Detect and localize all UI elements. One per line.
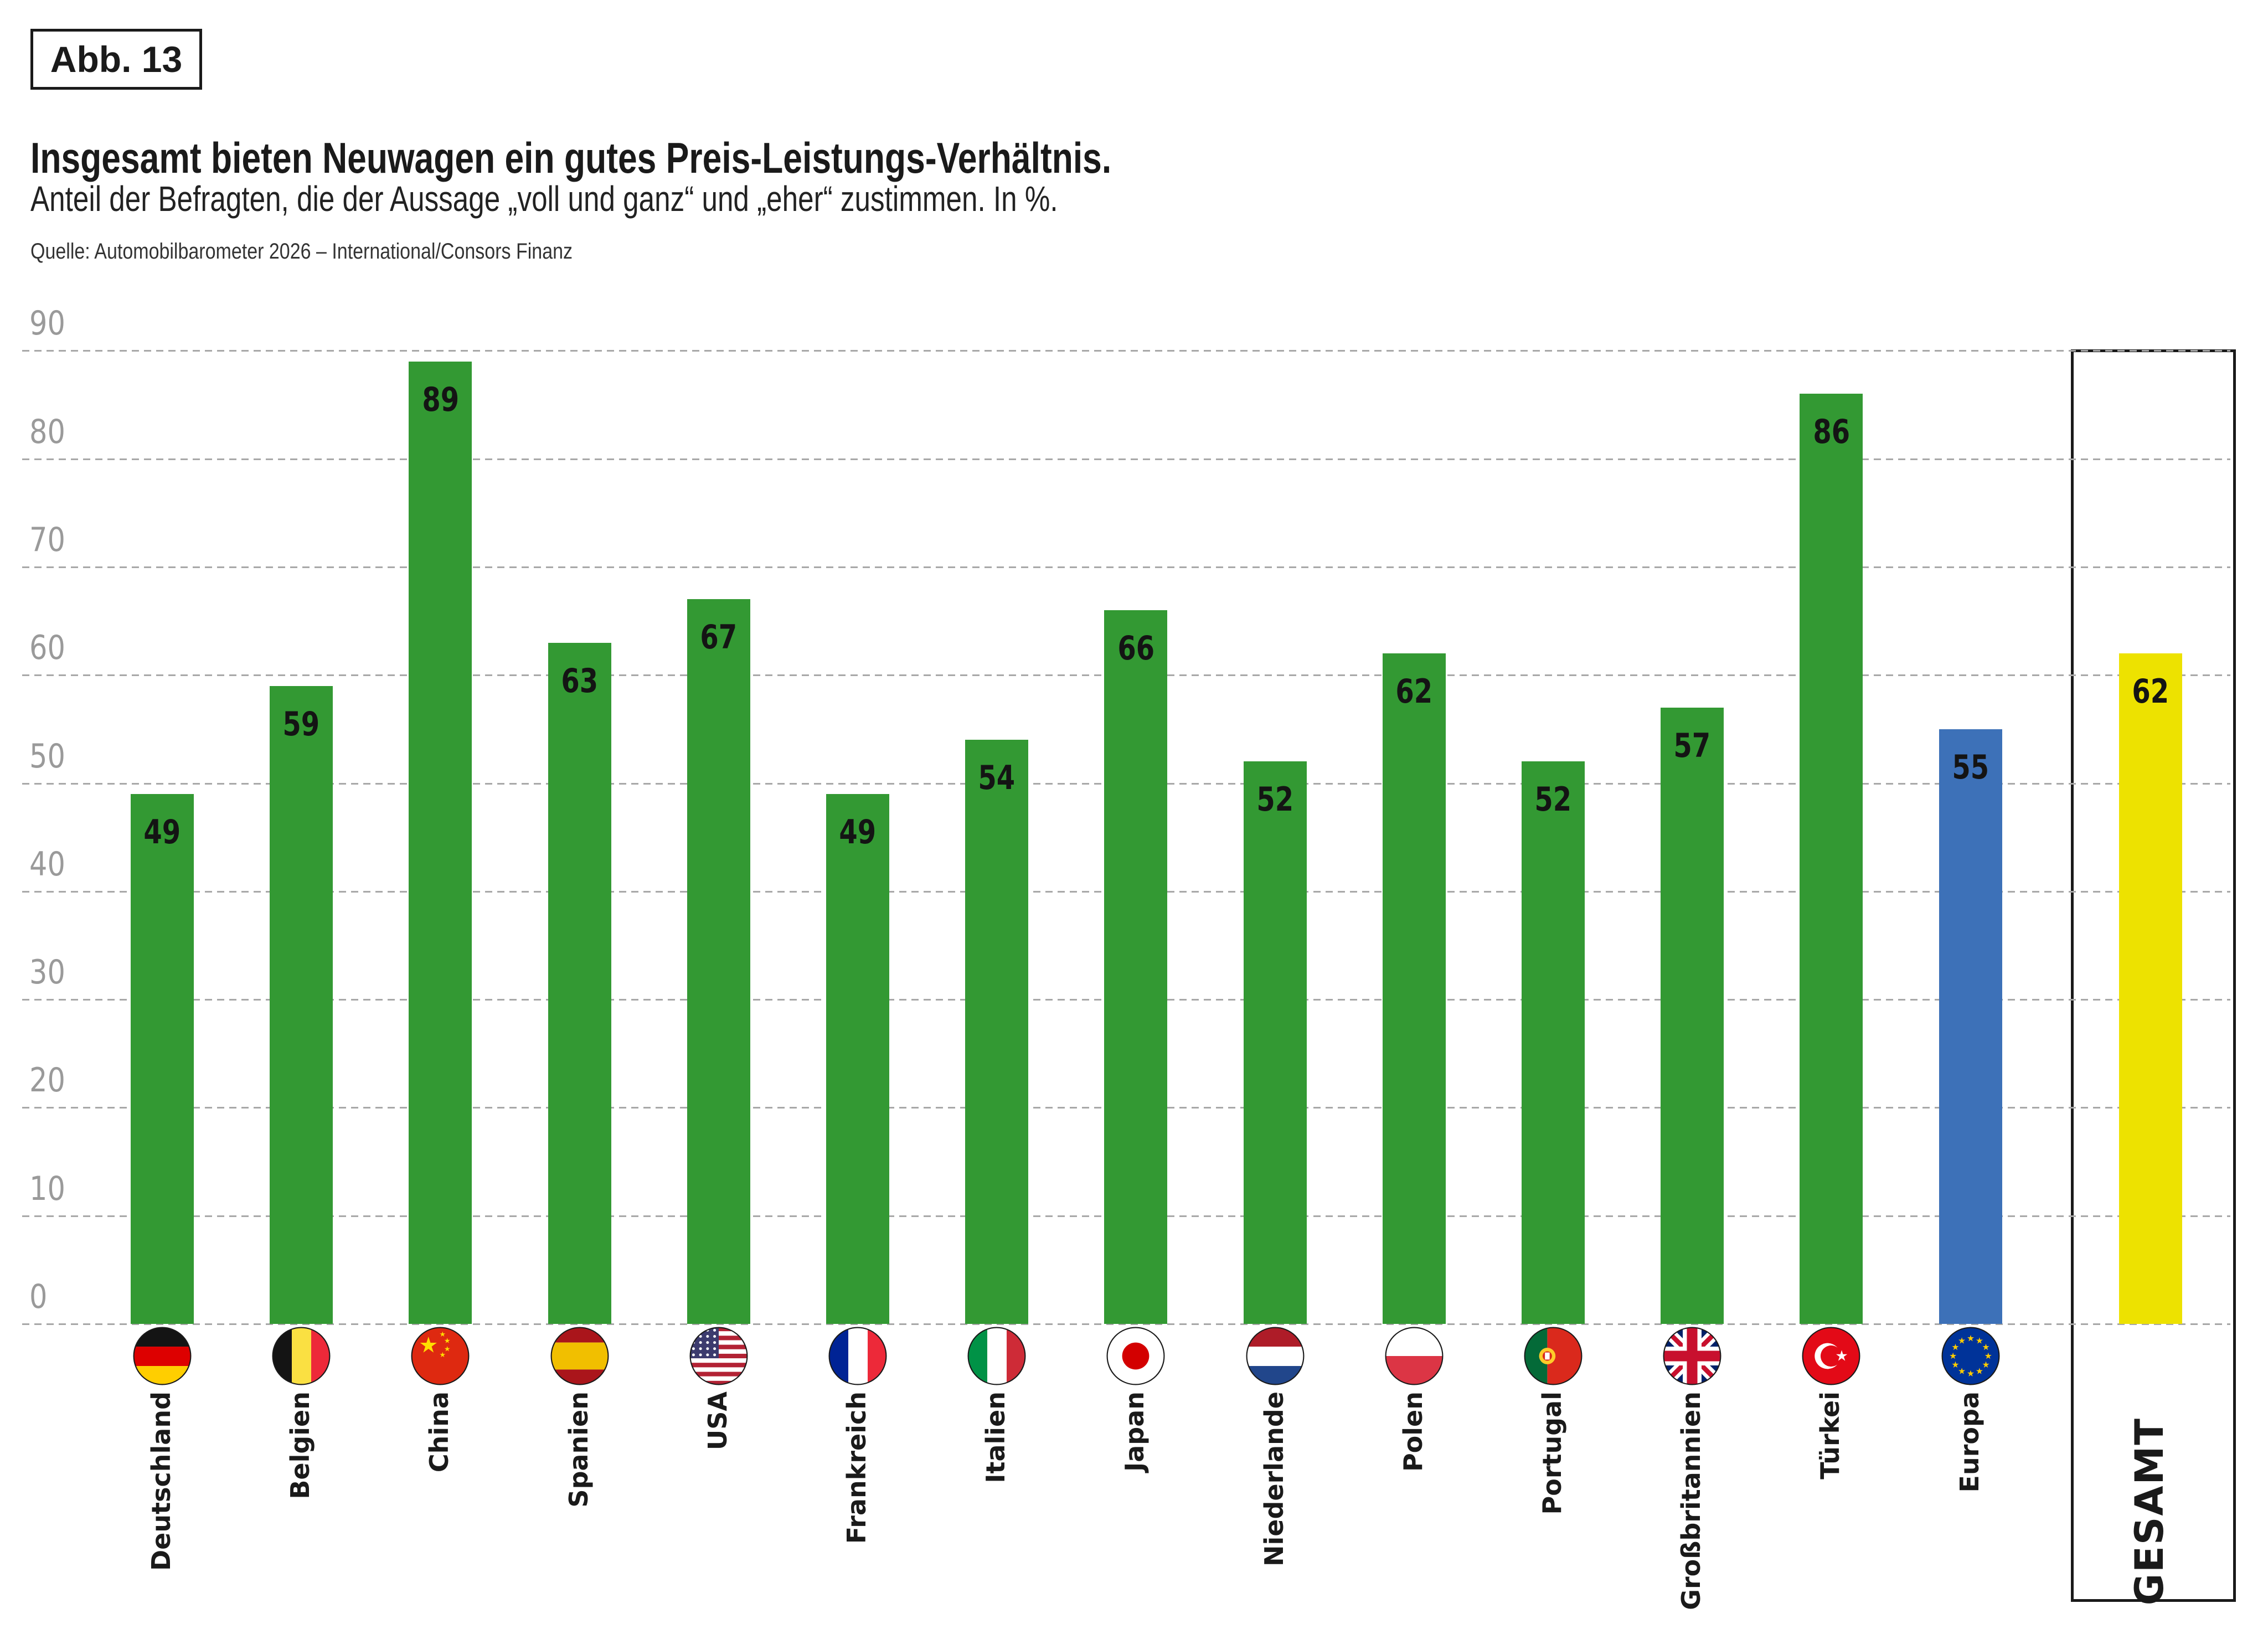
es-flag-icon [550,1327,609,1385]
flag-icon-polen [1385,1327,1444,1385]
bar-value-niederlande: 52 [1256,780,1293,819]
bar-japan [1104,610,1168,1324]
tr-flag-icon [1802,1327,1860,1385]
flag-icon-usa [689,1327,748,1385]
bar-portugal [1522,761,1585,1324]
category-label-frankreich: Frankreich [842,1391,872,1544]
y-axis-tick-10: 10 [29,1169,65,1208]
gridline-90 [22,350,2230,352]
gridline-80 [22,458,2230,460]
bar-value-usa: 67 [700,618,738,657]
category-label-polen: Polen [1398,1391,1428,1472]
bar-europa [1939,729,2002,1324]
bar-value-china: 89 [421,380,459,419]
jp-flag-icon [1106,1327,1165,1385]
bar-grobritannien [1661,707,1724,1324]
category-label-europa: Europa [1954,1391,1984,1493]
gb-flag-icon [1663,1327,1721,1385]
figure-label-box: Abb. 13 [30,29,202,90]
bar-value-belgien: 59 [282,704,320,744]
category-label-spanien: Spanien [563,1391,594,1508]
category-label-italien: Italien [981,1391,1011,1483]
bar-usa [687,599,750,1324]
flag-icon-japan [1106,1327,1165,1385]
y-axis-tick-20: 20 [29,1061,65,1100]
flag-icon-europa [1941,1327,2000,1385]
category-label-belgien: Belgien [285,1391,316,1499]
y-axis-tick-0: 0 [29,1277,48,1316]
bar-belgien [270,685,333,1324]
bar-value-portugal: 52 [1534,780,1572,819]
category-label-usa: USA [702,1391,733,1451]
chart-title: Insgesamt bieten Neuwagen ein gutes Prei… [30,133,1112,182]
flag-icon-portugal [1524,1327,1583,1385]
flag-icon-trkei [1802,1327,1860,1385]
bar-gesamt [2119,653,2182,1324]
flag-icon-italien [967,1327,1026,1385]
gridline-0 [22,1323,2230,1325]
flag-icon-grobritannien [1663,1327,1721,1385]
figure-label: Abb. 13 [50,39,183,80]
bar-value-japan: 66 [1117,629,1154,668]
category-label-gesamt: GESAMT [2127,1417,2172,1606]
chart-subtitle: Anteil der Befragten, die der Aussage „v… [30,179,1058,219]
category-label-trkei: Türkei [1815,1391,1846,1479]
flag-icon-frankreich [828,1327,887,1385]
bar-value-italien: 54 [978,759,1016,798]
gridline-70 [22,566,2230,568]
category-label-china: China [424,1391,455,1473]
category-label-deutschland: Deutschland [146,1391,176,1571]
y-axis-tick-80: 80 [29,412,65,451]
bar-value-europa: 55 [1952,748,1989,787]
bar-polen [1382,653,1446,1324]
category-label-japan: Japan [1120,1391,1150,1472]
y-axis-tick-60: 60 [29,628,65,668]
flag-icon-deutschland [133,1327,192,1385]
bar-value-trkei: 86 [1812,413,1850,452]
y-axis-tick-90: 90 [29,304,65,343]
bar-frankreich [826,794,889,1324]
pt-flag-icon [1524,1327,1583,1385]
category-label-portugal: Portugal [1537,1391,1567,1515]
bar-trkei [1800,394,1863,1324]
flag-icon-spanien [550,1327,609,1385]
category-label-grobritannien: Großbritannien [1676,1391,1707,1610]
nl-flag-icon [1246,1327,1305,1385]
bar-deutschland [131,794,194,1324]
it-flag-icon [967,1327,1026,1385]
y-axis-tick-30: 30 [29,953,65,992]
bar-italien [965,740,1029,1324]
us-flag-icon [689,1327,748,1385]
bar-value-deutschland: 49 [143,813,181,852]
cn-flag-icon [411,1327,470,1385]
bar-niederlande [1243,761,1307,1324]
eu-flag-icon [1941,1327,2000,1385]
chart-source: Quelle: Automobilbarometer 2026 – Intern… [30,239,573,264]
bar-china [409,361,472,1324]
pl-flag-icon [1385,1327,1444,1385]
category-label-niederlande: Niederlande [1259,1391,1289,1566]
flag-icon-china [411,1327,470,1385]
bar-spanien [548,642,611,1324]
bar-value-gesamt: 62 [2132,672,2169,712]
bar-value-polen: 62 [1395,672,1433,712]
be-flag-icon [272,1327,331,1385]
bar-value-frankreich: 49 [839,813,877,852]
y-axis-tick-50: 50 [29,736,65,776]
flag-icon-belgien [272,1327,331,1385]
bar-value-spanien: 63 [561,661,598,700]
fr-flag-icon [828,1327,887,1385]
y-axis-tick-70: 70 [29,520,65,559]
flag-icon-niederlande [1246,1327,1305,1385]
de-flag-icon [133,1327,192,1385]
y-axis-tick-40: 40 [29,844,65,884]
bar-value-grobritannien: 57 [1673,726,1711,765]
